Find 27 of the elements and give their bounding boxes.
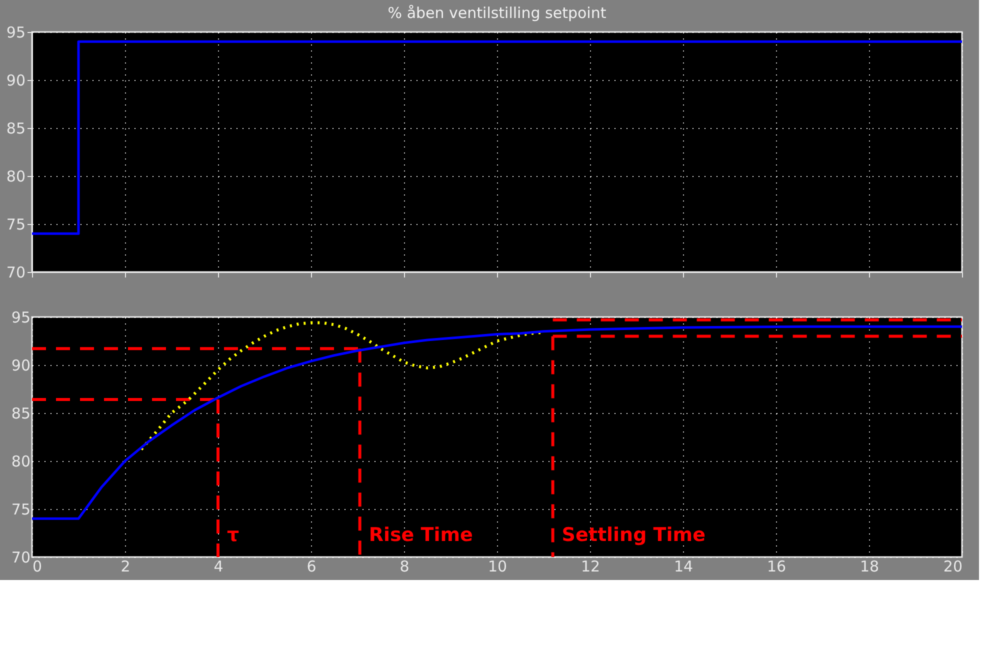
y-tick-label: 80	[6, 168, 26, 186]
annotation: Rise Time	[368, 524, 473, 546]
x-tick-label: 4	[214, 558, 224, 576]
y-tick-label: 90	[11, 356, 30, 374]
x-tick-label: 6	[306, 558, 316, 576]
x-tick-label: 0	[32, 558, 42, 576]
x-tick-label: 2	[120, 558, 130, 576]
y-tick-label: 85	[11, 404, 30, 422]
y-tick-label: 85	[6, 120, 26, 138]
y-tick-label: 95	[11, 308, 30, 326]
x-tick-label: 12	[580, 558, 600, 576]
x-tick-label: 20	[943, 558, 962, 576]
x-tick-label: 18	[860, 558, 880, 576]
y-tick-label: 75	[6, 216, 26, 234]
annotation: Settling Time	[562, 524, 706, 546]
y-tick-label: 75	[11, 500, 30, 518]
x-tick-label: 8	[400, 558, 410, 576]
y-tick-label: 80	[11, 452, 30, 470]
chart-title: % åben ventilstilling setpoint	[388, 4, 606, 22]
x-tick-label: 14	[674, 558, 694, 576]
y-tick-label: 95	[6, 24, 26, 42]
y-tick-label: 70	[6, 264, 26, 282]
x-tick-label: 16	[766, 558, 786, 576]
annotation: τ	[227, 524, 240, 546]
y-tick-label: 90	[6, 72, 26, 90]
x-tick-label: 10	[488, 558, 508, 576]
y-tick-label: 70	[11, 548, 30, 566]
